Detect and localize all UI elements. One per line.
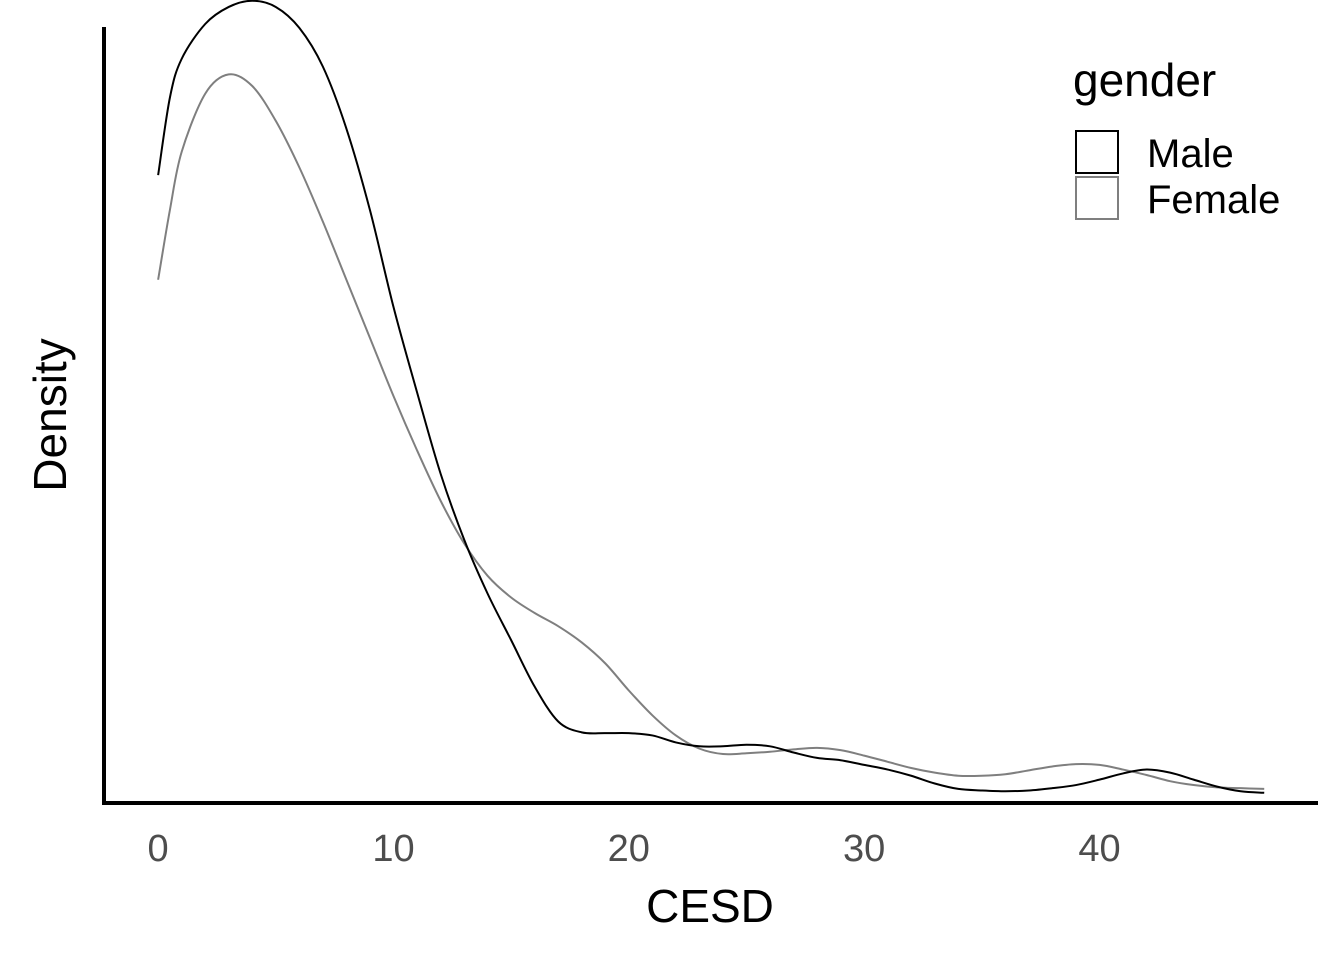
x-tick-label: 0 — [148, 828, 169, 870]
x-tick-label: 30 — [843, 828, 885, 870]
legend-title: gender — [1073, 54, 1216, 106]
legend-key-female — [1075, 176, 1119, 220]
x-axis-title: CESD — [646, 880, 774, 932]
y-axis-title: Density — [24, 338, 76, 491]
series-line-male — [157, 0, 1265, 794]
legend-label-male: Male — [1147, 132, 1234, 176]
x-tick-label: 20 — [608, 828, 650, 870]
legend-label-female: Female — [1147, 178, 1280, 222]
series-line-female — [157, 73, 1265, 790]
legend-key-male — [1075, 130, 1119, 174]
plot-area — [157, 0, 1265, 794]
x-tick-label: 10 — [372, 828, 414, 870]
x-tick-label: 40 — [1078, 828, 1120, 870]
x-ticks: 0 10 20 30 40 — [148, 828, 1121, 870]
